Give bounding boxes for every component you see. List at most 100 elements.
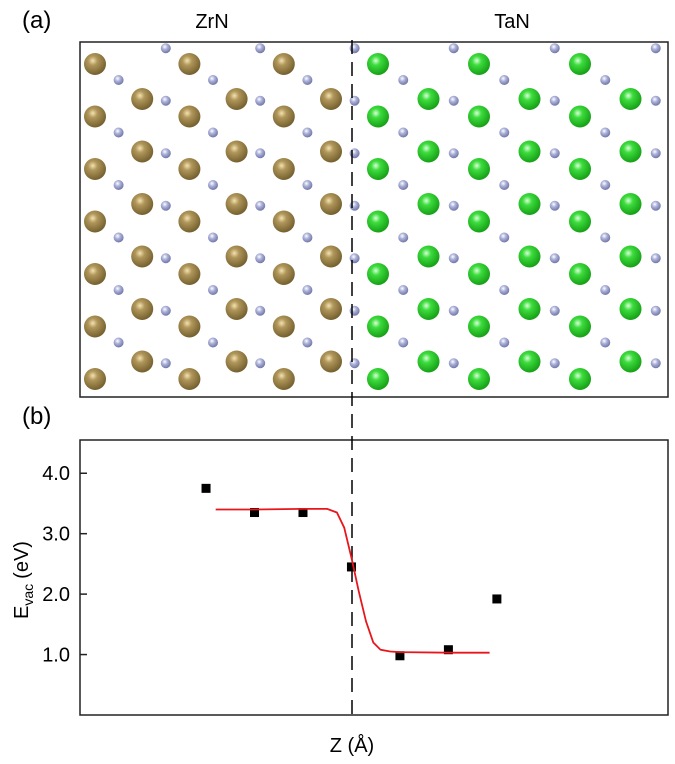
panel-label: (b) <box>22 403 51 430</box>
n-atom <box>208 232 218 243</box>
metal-atom <box>468 315 490 338</box>
metal-atom <box>619 140 642 163</box>
n-atom <box>160 305 171 316</box>
n-atom <box>113 337 124 348</box>
n-atom <box>600 127 611 138</box>
metal-atom <box>468 53 490 75</box>
n-atom <box>349 358 360 369</box>
n-atom <box>398 180 409 190</box>
n-atom <box>160 358 171 369</box>
metal-atom <box>225 88 248 110</box>
metal-atom <box>417 350 440 373</box>
data-point <box>250 508 260 518</box>
n-atom <box>448 43 459 54</box>
metal-atom <box>367 210 389 233</box>
metal-atom <box>320 350 342 373</box>
data-point <box>346 562 356 572</box>
metal-atom <box>225 298 248 320</box>
n-atom <box>549 253 560 264</box>
n-atom <box>600 180 611 190</box>
n-atom <box>499 180 510 190</box>
n-atom <box>255 253 266 264</box>
metal-atom <box>84 53 106 75</box>
n-atom <box>255 148 266 159</box>
panel-label: (a) <box>22 7 51 34</box>
n-atom <box>549 148 560 159</box>
n-atom <box>349 200 360 211</box>
metal-atom <box>569 210 591 233</box>
n-atom <box>113 180 124 190</box>
n-atom <box>208 75 218 85</box>
metal-atom <box>518 193 541 215</box>
y-label-main: E <box>11 606 33 619</box>
n-atom <box>255 43 266 54</box>
metal-atom <box>131 245 154 268</box>
n-atom <box>160 148 171 159</box>
metal-atom <box>518 88 541 110</box>
n-atom <box>650 43 661 54</box>
n-atom <box>255 95 266 106</box>
n-atom <box>499 337 510 348</box>
metal-atom <box>417 140 440 163</box>
metal-atom <box>619 350 642 373</box>
data-point <box>395 651 405 661</box>
metal-atom <box>272 105 295 128</box>
metal-atom <box>131 298 154 320</box>
n-atom <box>302 180 313 190</box>
panel-title: TaN <box>494 11 530 33</box>
metal-atom <box>225 140 248 163</box>
n-atom <box>600 75 611 85</box>
n-atom <box>255 200 266 211</box>
metal-atom <box>569 368 591 390</box>
n-atom <box>499 285 510 295</box>
metal-atom <box>518 140 541 163</box>
n-atom <box>650 148 661 159</box>
n-atom <box>600 337 611 348</box>
n-atom <box>113 285 124 295</box>
data-point <box>443 645 453 655</box>
metal-atom <box>178 53 201 75</box>
metal-atom <box>131 350 154 373</box>
metal-atom <box>468 263 490 285</box>
y-label-unit: (eV) <box>11 541 33 579</box>
n-atom <box>255 358 266 369</box>
n-atom <box>302 285 313 295</box>
n-atom <box>349 95 360 106</box>
metal-atom <box>417 193 440 215</box>
y-tick-label: 3.0 <box>42 524 70 546</box>
metal-atom <box>84 368 106 390</box>
metal-atom <box>417 245 440 268</box>
metal-atom <box>619 298 642 320</box>
metal-atom <box>367 263 389 285</box>
n-atom <box>160 253 171 264</box>
n-atom <box>160 200 171 211</box>
n-atom <box>448 95 459 106</box>
n-atom <box>549 305 560 316</box>
metal-atom <box>272 210 295 233</box>
metal-atom <box>131 140 154 163</box>
y-label-sub: vac <box>20 584 36 606</box>
n-atom <box>549 95 560 106</box>
metal-atom <box>320 88 342 110</box>
n-atom <box>160 95 171 106</box>
metal-atom <box>272 263 295 285</box>
metal-atom <box>417 88 440 110</box>
n-atom <box>113 127 124 138</box>
n-atom <box>549 358 560 369</box>
metal-atom <box>84 263 106 285</box>
n-atom <box>650 358 661 369</box>
metal-atom <box>178 368 201 390</box>
metal-atom <box>225 350 248 373</box>
plot-frame <box>79 439 669 716</box>
metal-atom <box>468 105 490 128</box>
n-atom <box>349 148 360 159</box>
panel-title: ZrN <box>195 11 228 33</box>
n-atom <box>349 253 360 264</box>
metal-atom <box>272 368 295 390</box>
n-atom <box>499 75 510 85</box>
metal-atom <box>619 193 642 215</box>
n-atom <box>302 75 313 85</box>
n-atom <box>448 253 459 264</box>
n-atom <box>600 232 611 243</box>
metal-atom <box>178 158 201 180</box>
